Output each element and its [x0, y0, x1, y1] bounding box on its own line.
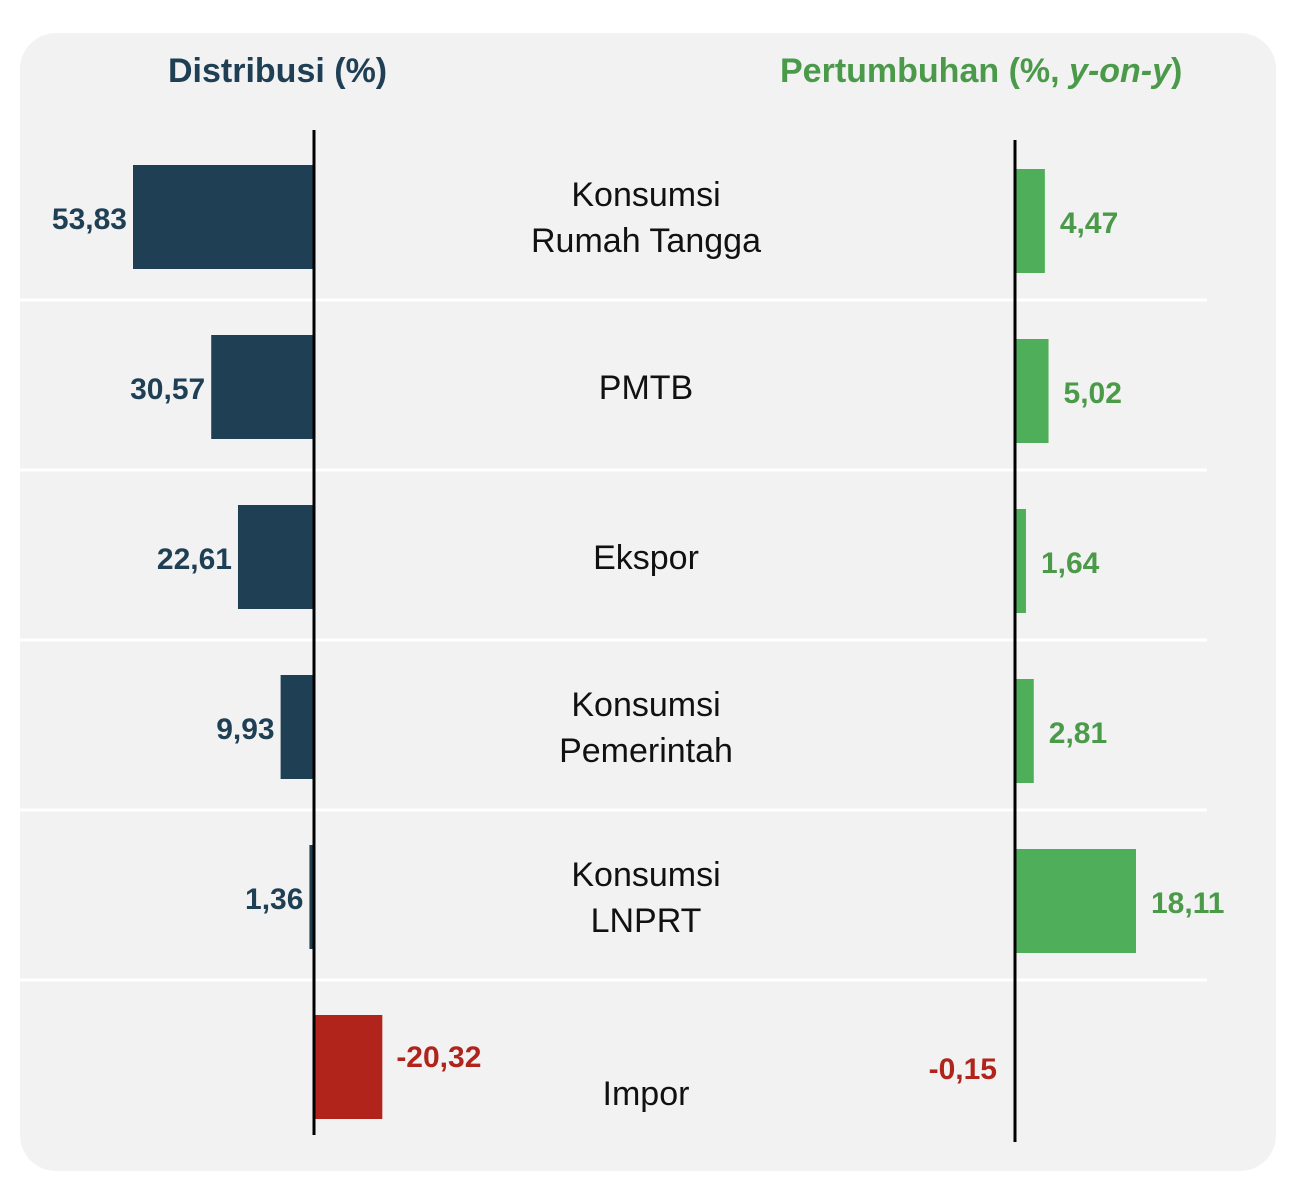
growth-bar	[1015, 509, 1026, 613]
growth-heading-prefix: Pertumbuhan (%,	[780, 52, 1070, 90]
category-label: PMTB	[599, 369, 693, 407]
distribution-bar	[237, 505, 314, 609]
growth-value-label: 1,64	[1041, 547, 1100, 580]
growth-bar	[1015, 849, 1136, 953]
growth-heading: Pertumbuhan (%, y-on-y)	[780, 52, 1182, 91]
distribution-bar	[309, 845, 314, 949]
distribution-value-label: 9,93	[216, 713, 274, 746]
distribution-bar	[314, 1015, 383, 1119]
category-label: Konsumsi	[571, 856, 720, 894]
category-label: Konsumsi	[571, 176, 720, 214]
growth-value-label: 2,81	[1049, 717, 1107, 750]
category-label: Rumah Tangga	[531, 222, 761, 260]
growth-value-label: 4,47	[1060, 207, 1118, 240]
distribution-value-label: 1,36	[245, 883, 303, 916]
distribution-bar	[133, 165, 314, 269]
distribution-heading: Distribusi (%)	[168, 52, 388, 90]
category-label: Impor	[603, 1075, 690, 1113]
category-label: LNPRT	[591, 902, 702, 940]
growth-bar	[1015, 169, 1045, 273]
distribution-value-label: 53,83	[52, 203, 127, 236]
category-label: Pemerintah	[559, 732, 733, 770]
category-label: Konsumsi	[571, 686, 720, 724]
growth-value-label: 5,02	[1064, 377, 1122, 410]
growth-bar	[1015, 679, 1034, 783]
growth-value-label: -0,15	[929, 1053, 997, 1086]
distribution-value-label: 22,61	[157, 543, 232, 576]
growth-bar	[1015, 339, 1049, 443]
distribution-value-label: 30,57	[130, 373, 205, 406]
distribution-value-label: -20,32	[396, 1041, 481, 1074]
growth-heading-suffix: )	[1171, 52, 1183, 90]
distribution-bar	[280, 675, 314, 779]
growth-value-label: 18,11	[1151, 887, 1224, 920]
category-label: Ekspor	[593, 539, 699, 577]
growth-heading-italic: y-on-y	[1069, 52, 1172, 90]
distribution-bar	[211, 335, 314, 439]
